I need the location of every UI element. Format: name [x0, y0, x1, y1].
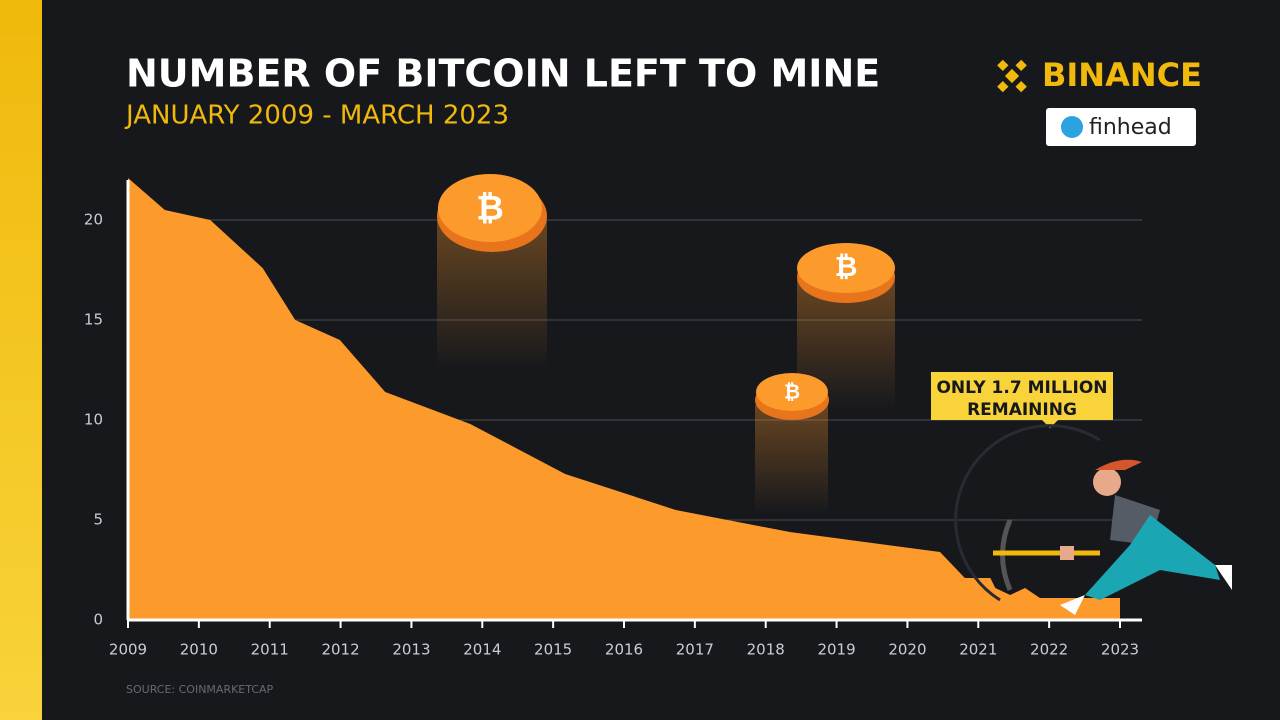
y-tick-label: 20 [84, 211, 103, 229]
plot: 0 5 10 15 20 2009 2010 2011 2012 2013 2014 2015 2016… [84, 178, 1142, 659]
annotation-box [931, 372, 1113, 420]
x-tick-label: 2009 [109, 641, 147, 659]
svg-text:₿: ₿ [784, 380, 800, 404]
finhead-badge [1046, 108, 1196, 146]
x-tick-label: 2020 [888, 641, 926, 659]
x-tick-label: 2012 [321, 641, 359, 659]
x-tick-label: 2023 [1101, 641, 1139, 659]
x-tick-label: 2013 [392, 641, 430, 659]
x-tick-label: 2019 [817, 641, 855, 659]
annotation-pointer [1042, 420, 1058, 428]
annotation-line: REMAINING [967, 400, 1077, 420]
x-tick-label: 2021 [959, 641, 997, 659]
subtitle: JANUARY 2009 - MARCH 2023 [124, 101, 509, 131]
svg-text:₿: ₿ [476, 189, 504, 229]
badge-text: finhead [1089, 115, 1172, 140]
x-tick-label: 2015 [534, 641, 572, 659]
annotation-line: ONLY 1.7 MILLION [936, 378, 1107, 398]
x-tick-label: 2022 [1030, 641, 1068, 659]
y-tick-label: 0 [93, 611, 103, 629]
title: NUMBER OF BITCOIN LEFT TO MINE [126, 52, 880, 96]
y-tick-label: 15 [84, 311, 103, 329]
y-tick-label: 5 [93, 511, 103, 529]
x-tick-label: 2011 [251, 641, 289, 659]
x-tick-label: 2018 [747, 641, 785, 659]
x-tick-label: 2010 [180, 641, 218, 659]
area [128, 178, 1120, 620]
brand-name: BINANCE [1042, 56, 1202, 94]
side-strip [0, 0, 42, 720]
svg-text:₿: ₿ [835, 250, 858, 283]
x-tick-label: 2014 [463, 641, 501, 659]
x-tick-label: 2017 [676, 641, 714, 659]
annotation: ONLY 1.7 MILLION REMAINING [936, 378, 1107, 420]
coins: ₿ ₿ ₿ [437, 174, 895, 515]
telegram-icon [1061, 116, 1083, 138]
miner [954, 424, 1232, 615]
y-tick-label: 10 [84, 411, 103, 429]
x-tick-label: 2016 [605, 641, 643, 659]
source: SOURCE: COINMARKETCAP [126, 683, 274, 696]
